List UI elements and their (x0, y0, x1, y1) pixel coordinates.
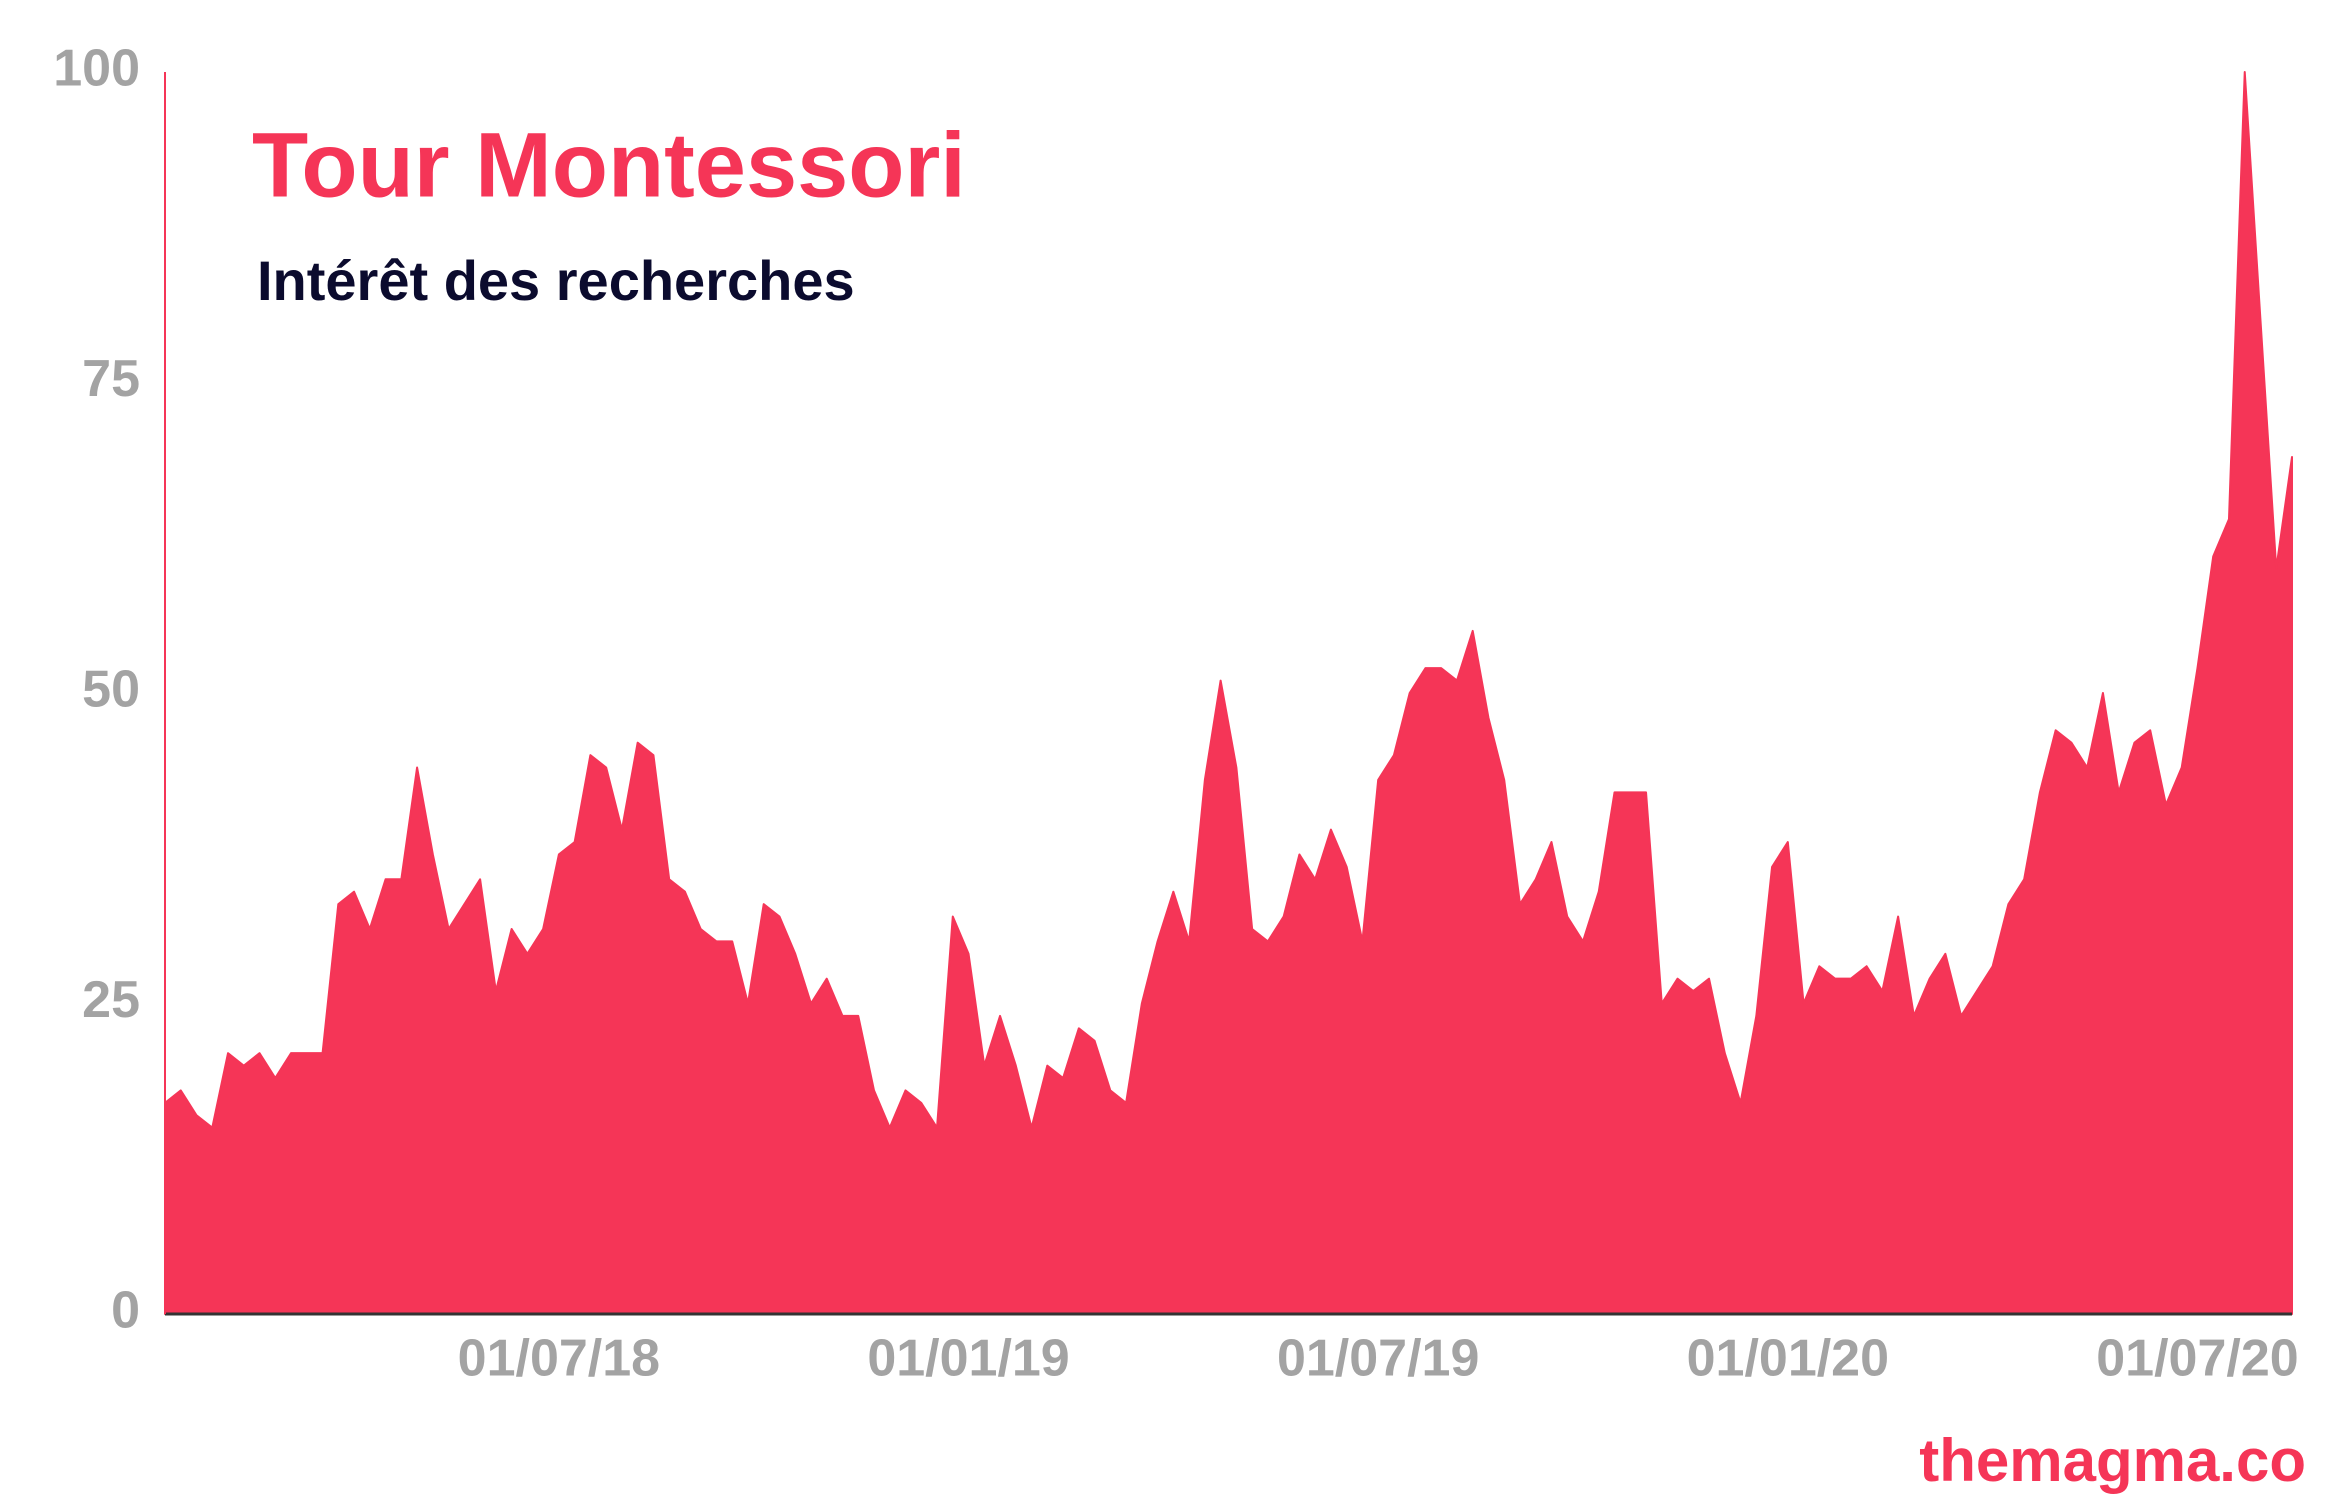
chart-subtitle: Intérêt des recherches (257, 249, 855, 312)
x-tick-label: 01/07/20 (2096, 1330, 2298, 1388)
y-tick-label: 0 (111, 1282, 140, 1340)
y-tick-label: 50 (82, 661, 140, 719)
y-tick-label: 100 (53, 40, 140, 98)
x-tick-label: 01/01/20 (1687, 1330, 1889, 1388)
y-tick-label: 75 (82, 350, 140, 408)
x-tick-label: 01/07/18 (458, 1330, 660, 1388)
x-tick-label: 01/01/19 (867, 1330, 1069, 1388)
source-label: themagma.co (1919, 1427, 2306, 1494)
y-tick-label: 25 (82, 971, 140, 1029)
chart-title: Tour Montessori (252, 114, 966, 216)
x-tick-label: 01/07/19 (1277, 1330, 1479, 1388)
area (164, 71, 2293, 1315)
